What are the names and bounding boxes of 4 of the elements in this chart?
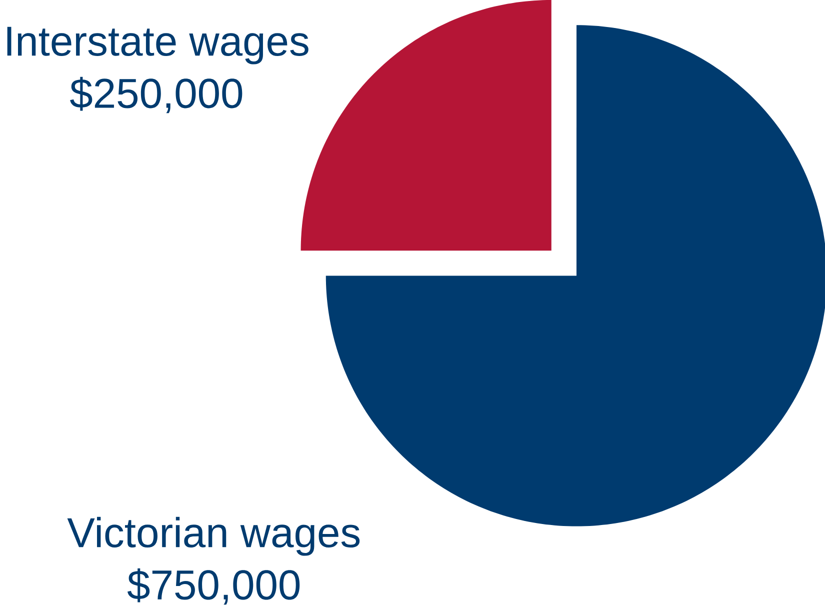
slice-label: Interstate wages	[7, 26, 308, 64]
data-label: $250,000	[70, 76, 242, 114]
slice-label: Victorian wages	[67, 516, 360, 556]
data-label: $750,000	[127, 568, 300, 605]
